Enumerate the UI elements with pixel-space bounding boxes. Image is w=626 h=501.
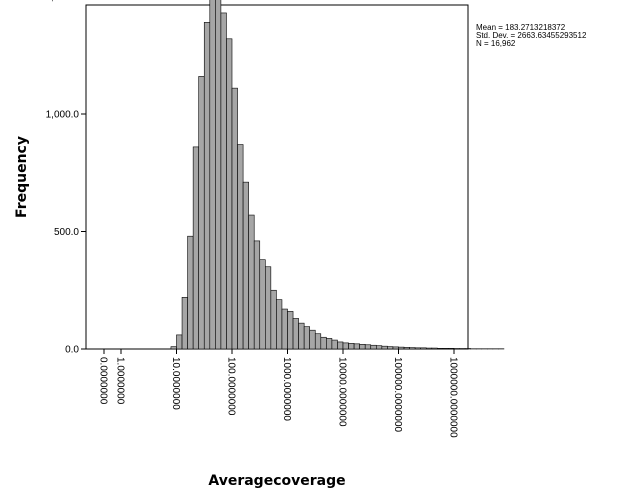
histogram-bar xyxy=(387,346,394,350)
histogram-bar xyxy=(392,346,399,350)
histogram-bar xyxy=(448,347,455,350)
histogram-bar xyxy=(320,336,327,350)
histogram-bar xyxy=(270,289,277,350)
x-tick-label: 10.0000000 xyxy=(170,357,181,410)
y-tick-label: 1,000.0 xyxy=(46,110,80,121)
histogram-bar xyxy=(331,339,338,350)
histogram-bar xyxy=(359,343,366,350)
histogram-bar xyxy=(364,344,372,350)
histogram-bar xyxy=(220,12,227,350)
stat-mean: Mean = 183.2713218372 xyxy=(476,23,566,32)
histogram-bar xyxy=(326,338,333,350)
histogram-bar xyxy=(209,0,216,350)
histogram-bar xyxy=(370,344,377,350)
histogram-bar xyxy=(259,259,266,350)
histogram-bar xyxy=(442,347,449,350)
histogram-bar xyxy=(342,342,349,350)
x-tick-label: 1000.0000000 xyxy=(281,357,292,421)
histogram-bar xyxy=(314,333,322,350)
histogram-bar xyxy=(181,296,188,350)
histogram-bar xyxy=(425,347,433,350)
histogram-bar xyxy=(303,326,310,350)
histogram-bar xyxy=(375,345,383,350)
histogram-bar xyxy=(215,0,222,350)
histogram-bar xyxy=(381,345,388,350)
x-tick-label: 1.0000000 xyxy=(115,357,126,405)
histogram-bar xyxy=(409,347,416,350)
histogram-bar xyxy=(420,347,427,350)
histogram-bar xyxy=(337,341,344,350)
histogram-bar xyxy=(348,343,355,350)
histogram-bar xyxy=(237,144,244,350)
histogram-bar xyxy=(170,346,177,350)
histogram-bar xyxy=(431,347,438,350)
x-tick-label: 10000.0000000 xyxy=(337,357,348,427)
x-tick-label: 1000000.0000000 xyxy=(448,357,459,438)
histogram-bar xyxy=(203,22,211,350)
x-tick-label: 100000.0000000 xyxy=(392,357,403,433)
x-tick-label: 100.0000000 xyxy=(226,357,237,416)
histogram-bar xyxy=(226,38,233,350)
y-tick-label: 1,500.0 xyxy=(46,0,80,3)
x-tick-label: 0.0000000 xyxy=(98,357,109,405)
y-tick-label: 500.0 xyxy=(54,227,79,238)
x-axis: 0.0000000 1.0000000 10.0000000 100.0000000 1… xyxy=(98,349,459,438)
histogram-bar xyxy=(176,334,183,350)
histogram-bar xyxy=(253,240,261,350)
histogram-bar xyxy=(198,76,205,350)
bars-group xyxy=(170,0,505,350)
histogram-bar xyxy=(414,347,421,350)
histogram-bar xyxy=(309,329,316,350)
histogram-bar xyxy=(353,343,360,350)
plot-area xyxy=(85,4,469,350)
stat-std-dev: Std. Dev. = 2663.63455293512 xyxy=(476,31,587,40)
histogram-bar xyxy=(292,318,299,350)
histogram-bar xyxy=(287,311,294,350)
histogram-bar xyxy=(276,299,283,350)
histogram-bar xyxy=(437,347,444,350)
histogram-bar xyxy=(242,181,249,350)
histogram-bar xyxy=(187,235,194,350)
histogram-bar xyxy=(298,322,305,350)
y-axis-label: Frequency xyxy=(14,136,30,218)
y-tick-label: 0.0 xyxy=(65,345,79,356)
histogram-bar xyxy=(403,347,410,350)
histogram-bar xyxy=(281,308,288,350)
histogram-bar xyxy=(192,146,199,350)
histogram-bar xyxy=(398,346,405,350)
stat-n: N = 16,962 xyxy=(476,39,516,48)
histogram-bar xyxy=(231,87,238,350)
x-axis-label: Averagecoverage xyxy=(208,473,345,489)
histogram-bar xyxy=(248,214,255,350)
histogram-bar xyxy=(264,266,272,350)
